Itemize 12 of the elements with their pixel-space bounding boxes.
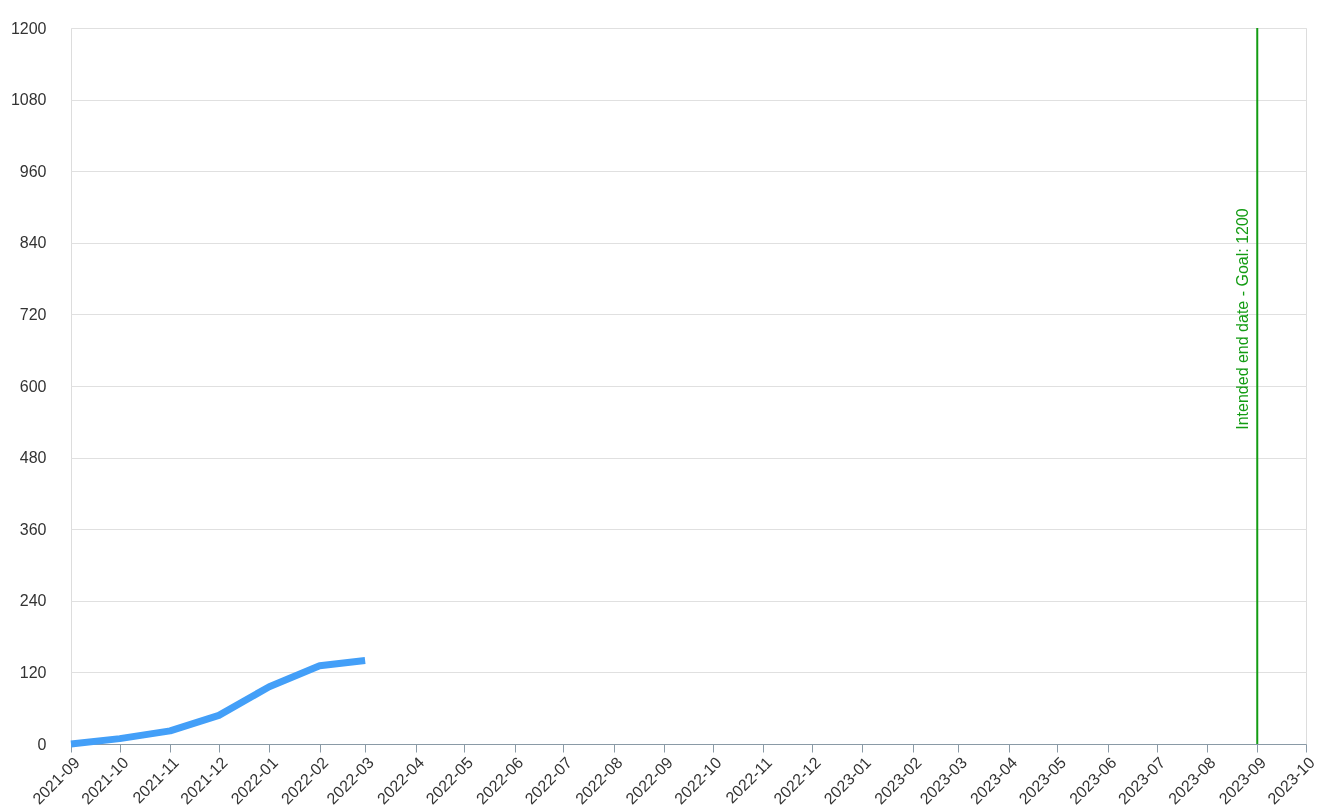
y-tick-label: 840 [19,234,47,252]
y-tick-label: 0 [37,735,47,753]
y-tick-label: 360 [19,520,47,538]
y-tick-label: 120 [19,663,47,681]
y-tick-label: 240 [19,592,47,610]
y-tick-label: 960 [19,162,47,180]
y-tick-label: 600 [19,377,47,395]
y-tick-label: 1200 [10,19,47,37]
ref-line-label: Intended end date - Goal: 1200 [1234,208,1252,430]
y-tick-label: 720 [19,305,47,323]
y-tick-label: 1080 [10,91,47,109]
y-tick-label: 480 [19,449,47,467]
